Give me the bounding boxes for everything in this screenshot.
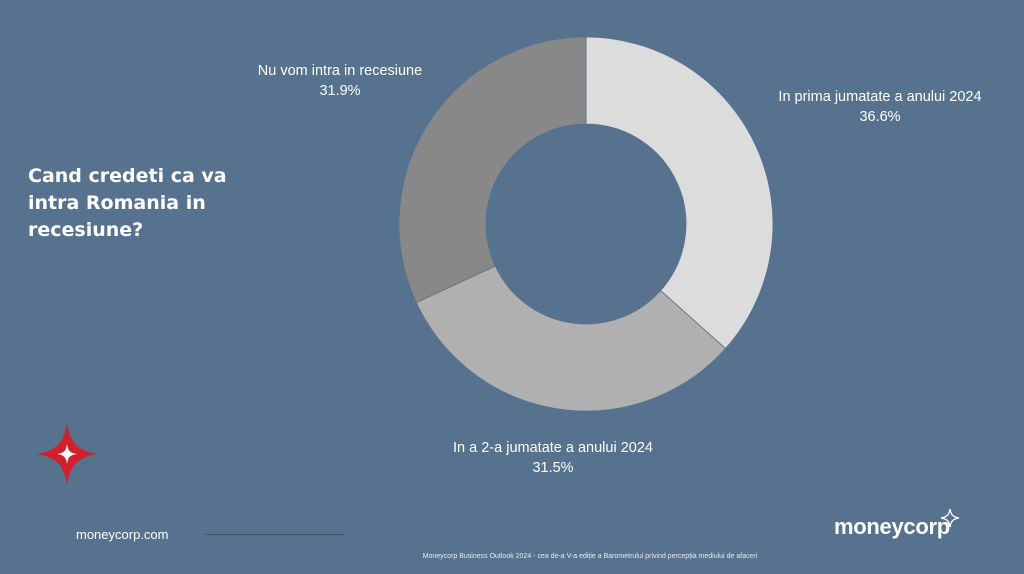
donut-slice-0: [585, 36, 774, 350]
sparkle-icon: [940, 508, 960, 528]
slice-value-text: 31.5%: [532, 460, 574, 476]
website-link[interactable]: moneycorp.com: [76, 527, 169, 542]
four-point-star-logo-icon: [36, 423, 98, 485]
donut-slice-2: [398, 36, 587, 304]
slice-label-text: In a 2-a jumatate a anului 2024: [453, 440, 653, 456]
question-title: Cand credeti ca va intra Romania in rece…: [28, 165, 227, 241]
slice-label-text: Nu vom intra in recesiune: [257, 63, 423, 79]
slice-label-text: In prima jumatate a anului 2024: [778, 89, 982, 105]
slice-value-text: 36.6%: [859, 109, 901, 125]
donut-slice-1: [415, 265, 727, 412]
slice-label-first-half: In prima jumatate a anului 2024 36.6%: [740, 87, 1020, 127]
slice-label-no-recession: Nu vom intra in recesiune 31.9%: [210, 61, 470, 101]
slice-value-text: 31.9%: [319, 83, 361, 99]
brand-wordmark: moneycorp: [834, 514, 950, 539]
footer-divider: [205, 534, 345, 535]
slice-label-second-half: In a 2-a jumatate a anului 2024 31.5%: [413, 438, 693, 478]
footnote-text: Moneycorp Business Outlook 2024 - cea de…: [422, 553, 758, 560]
